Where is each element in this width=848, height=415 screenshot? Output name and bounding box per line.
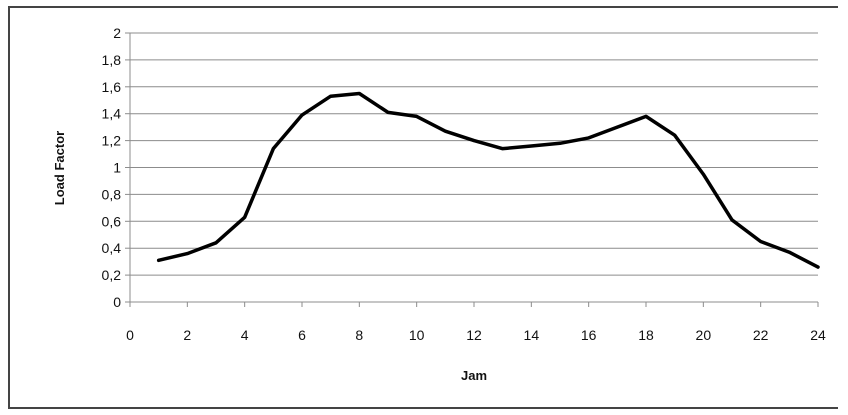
data-point (329, 94, 333, 98)
data-point (673, 133, 677, 137)
data-point (300, 113, 304, 117)
x-tick-label: 16 (581, 327, 597, 343)
data-point (271, 147, 275, 151)
y-tick-label: 1,2 (102, 133, 122, 149)
data-point (644, 114, 648, 118)
data-point (185, 252, 189, 256)
x-tick-label: 22 (753, 327, 769, 343)
data-point (701, 172, 705, 176)
x-tick-label: 6 (298, 327, 306, 343)
data-point (386, 110, 390, 114)
data-point (759, 239, 763, 243)
x-axis-title: Jam (461, 368, 487, 383)
y-tick-label: 0,8 (102, 186, 122, 202)
data-point (558, 141, 562, 145)
y-axis-title: Load Factor (52, 131, 67, 205)
y-tick-label: 1,4 (102, 106, 122, 122)
axes (125, 32, 819, 307)
data-point (787, 250, 791, 254)
x-tick-label: 18 (638, 327, 654, 343)
chart-frame (8, 6, 838, 409)
x-tick-label: 14 (524, 327, 540, 343)
y-tick-label: 0 (113, 294, 121, 310)
x-tick-label: 10 (409, 327, 425, 343)
series-line (156, 91, 820, 269)
data-point (615, 125, 619, 129)
data-point (472, 139, 476, 143)
data-point (529, 144, 533, 148)
data-point (157, 258, 161, 262)
x-tick-label: 2 (183, 327, 191, 343)
y-tick-label: 0,6 (102, 213, 122, 229)
y-tick-label: 2 (113, 25, 121, 41)
data-point (816, 265, 820, 269)
y-tick-label: 0,2 (102, 267, 122, 283)
x-tick-label: 20 (696, 327, 712, 343)
data-point (415, 114, 419, 118)
x-tick-label: 12 (466, 327, 482, 343)
y-tick-label: 1,8 (102, 52, 122, 68)
x-tick-labels: 0 2 4 6 8 10 12 14 16 18 20 22 24 (126, 327, 826, 343)
y-tick-label: 0,4 (102, 240, 122, 256)
y-tick-labels: 0 0,2 0,4 0,6 0,8 1 1,2 1,4 1,6 1,8 2 (102, 25, 122, 310)
y-tick-label: 1,6 (102, 79, 122, 95)
data-point (587, 136, 591, 140)
data-point (243, 215, 247, 219)
series-group (156, 91, 820, 269)
data-point (357, 92, 361, 96)
data-point (501, 147, 505, 151)
x-tick-label: 4 (241, 327, 249, 343)
x-tick-label: 24 (810, 327, 826, 343)
gridlines (130, 32, 818, 276)
y-tick-label: 1 (113, 160, 121, 176)
data-point (443, 129, 447, 133)
data-point (214, 241, 218, 245)
x-tick-label: 8 (355, 327, 363, 343)
x-tick-label: 0 (126, 327, 134, 343)
data-point (730, 218, 734, 222)
